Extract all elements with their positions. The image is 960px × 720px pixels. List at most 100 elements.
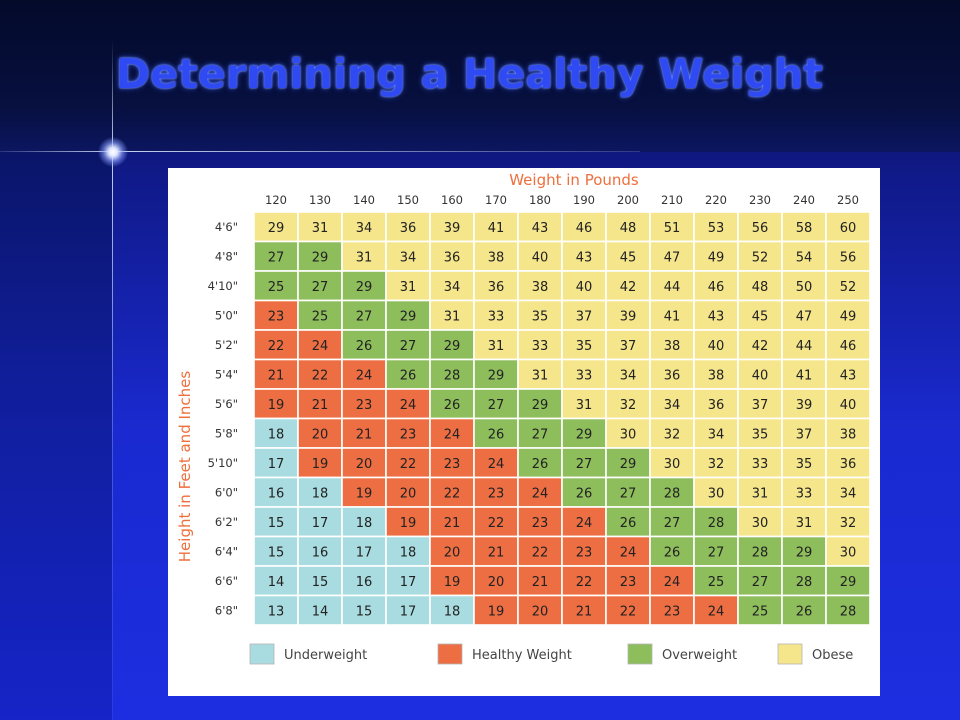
cell-value-label: 39 [444, 221, 461, 236]
heatmap-cell [825, 329, 871, 361]
cell-value-label: 17 [268, 457, 285, 472]
cell-value-label: 22 [620, 604, 637, 619]
cell-value-label: 31 [444, 309, 461, 324]
heatmap-cell [429, 594, 475, 626]
cell-value-label: 47 [664, 250, 681, 265]
cell-value-label: 25 [752, 604, 769, 619]
cell-value-label: 44 [664, 280, 681, 295]
heatmap-cell [649, 506, 695, 538]
cell-value-label: 40 [532, 250, 549, 265]
cell-value-label: 35 [576, 339, 593, 354]
legend-swatch [627, 643, 653, 665]
legend-label: Healthy Weight [472, 648, 572, 663]
y-tick-label: 6'2" [215, 515, 238, 529]
y-tick-label: 6'4" [215, 544, 238, 558]
heatmap-cell [517, 476, 563, 508]
heatmap-cell [385, 506, 431, 538]
heatmap-cell [297, 299, 343, 331]
cell-value-label: 28 [752, 545, 769, 560]
cell-value-label: 43 [576, 250, 593, 265]
cell-value-label: 26 [620, 516, 637, 531]
cell-value-label: 17 [400, 604, 417, 619]
cell-value-label: 14 [268, 575, 285, 590]
heatmap-cell [253, 211, 299, 243]
cell-value-label: 41 [796, 368, 813, 383]
cell-value-label: 36 [840, 457, 857, 472]
heatmap-cell [561, 594, 607, 626]
heatmap-cell [825, 594, 871, 626]
heatmap-cell [385, 358, 431, 390]
y-tick-label: 6'0" [215, 485, 238, 499]
cell-value-label: 15 [268, 545, 285, 560]
heatmap-cell [825, 270, 871, 302]
cell-value-label: 34 [708, 427, 725, 442]
cell-value-label: 25 [268, 280, 285, 295]
cell-value-label: 23 [400, 427, 417, 442]
heatmap-cell [297, 417, 343, 449]
cell-value-label: 29 [356, 280, 373, 295]
heatmap-cell [385, 476, 431, 508]
x-tick-label: 120 [265, 193, 287, 207]
heatmap-cell [693, 299, 739, 331]
heatmap-cell [429, 565, 475, 597]
cell-value-label: 21 [444, 516, 461, 531]
cell-value-label: 26 [356, 339, 373, 354]
heatmap-cell [297, 506, 343, 538]
cell-value-label: 30 [620, 427, 637, 442]
heatmap-cell [385, 447, 431, 479]
cell-value-label: 40 [840, 398, 857, 413]
cell-value-label: 47 [796, 309, 813, 324]
bmi-chart-panel: Weight in Pounds 120 130 140 150 160 170 180 190… [168, 168, 880, 696]
heatmap-cell [341, 211, 387, 243]
cell-value-label: 21 [532, 575, 549, 590]
cell-value-label: 29 [400, 309, 417, 324]
heatmap-cell [781, 388, 827, 420]
cell-value-label: 40 [576, 280, 593, 295]
heatmap-cell [429, 329, 475, 361]
heatmap-cell [517, 270, 563, 302]
heatmap-cell [825, 358, 871, 390]
cell-value-label: 49 [708, 250, 725, 265]
heatmap-cell [649, 535, 695, 567]
cell-value-label: 45 [752, 309, 769, 324]
heatmap-cell [297, 358, 343, 390]
cell-value-label: 24 [664, 575, 681, 590]
heatmap-cell [253, 358, 299, 390]
x-tick-label: 160 [441, 193, 463, 207]
cell-value-label: 22 [576, 575, 593, 590]
heatmap-cell [561, 358, 607, 390]
cell-value-label: 16 [312, 545, 329, 560]
heatmap-cell [517, 447, 563, 479]
cell-value-label: 24 [708, 604, 725, 619]
cell-value-label: 29 [796, 545, 813, 560]
cell-value-label: 41 [664, 309, 681, 324]
cell-value-label: 22 [268, 339, 285, 354]
legend-label: Underweight [284, 648, 367, 663]
cell-value-label: 50 [796, 280, 813, 295]
y-tick-label: 4'10" [208, 279, 238, 293]
cell-value-label: 54 [796, 250, 813, 265]
cell-value-label: 43 [708, 309, 725, 324]
heatmap-cell [737, 270, 783, 302]
heatmap-cell [473, 594, 519, 626]
heatmap-cell [781, 329, 827, 361]
heatmap-cell [737, 211, 783, 243]
cell-value-label: 24 [444, 427, 461, 442]
heatmap-cell [517, 329, 563, 361]
heatmap-cell [649, 594, 695, 626]
cell-value-label: 58 [796, 221, 813, 236]
cell-value-label: 34 [620, 368, 637, 383]
cell-value-label: 27 [400, 339, 417, 354]
heatmap-cell [825, 388, 871, 420]
heatmap-cell [517, 535, 563, 567]
cell-value-label: 31 [356, 250, 373, 265]
heatmap-cell [473, 565, 519, 597]
cell-value-label: 23 [356, 398, 373, 413]
cell-value-label: 44 [796, 339, 813, 354]
cell-value-label: 31 [532, 368, 549, 383]
slide-title: Determining a Healthy Weight [116, 50, 824, 98]
heatmap-cell [693, 417, 739, 449]
y-tick-label: 5'2" [215, 338, 238, 352]
cell-value-label: 19 [268, 398, 285, 413]
sparkle-icon [98, 137, 128, 167]
